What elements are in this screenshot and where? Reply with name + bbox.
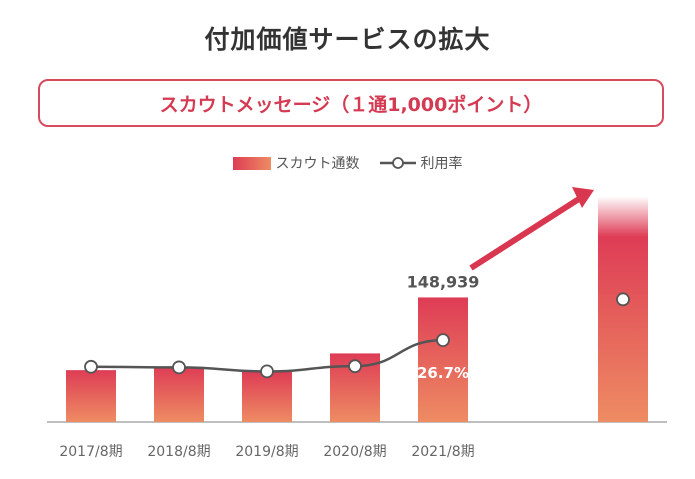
legend-bar-swatch — [232, 156, 271, 170]
chart-title: 付加価値サービスの拡大 — [204, 25, 491, 54]
x-tick-label-3: 2020/8期 — [323, 444, 386, 460]
rate-point-1 — [172, 360, 186, 375]
rate-point-2 — [260, 364, 274, 379]
legend-item-line: 利用率 — [379, 153, 463, 173]
bar-0 — [66, 370, 116, 422]
x-tick-label-0: 2017/8期 — [59, 444, 122, 460]
legend-line-marker — [379, 157, 416, 169]
x-tick-label-4: 2021/8期 — [411, 444, 474, 460]
rate-data-label-4: 26.7% — [417, 364, 469, 382]
rate-point-0 — [84, 359, 98, 374]
bar-1 — [154, 366, 204, 422]
rate-point-4 — [436, 333, 450, 348]
bar-2 — [242, 371, 292, 422]
bar-future — [598, 196, 648, 422]
growth-arrow-shaft — [469, 194, 584, 271]
bar-4 — [418, 297, 468, 422]
subtitle-box: スカウトメッセージ（１通1,000ポイント） — [38, 79, 664, 127]
legend-item-bars: スカウト通数 — [232, 153, 360, 173]
x-tick-label-2: 2019/8期 — [235, 444, 298, 460]
bar-data-label-4: 148,939 — [407, 272, 480, 291]
subtitle-text: スカウトメッセージ（１通1,000ポイント） — [159, 93, 543, 116]
rate-point-5 — [616, 292, 630, 307]
x-tick-label-1: 2018/8期 — [147, 444, 210, 460]
growth-arrow-head — [572, 187, 594, 208]
rate-point-3 — [348, 359, 362, 374]
legend: スカウト通数 利用率 — [0, 153, 695, 173]
legend-line-label: 利用率 — [420, 156, 463, 172]
legend-bar-label: スカウト通数 — [275, 156, 360, 172]
